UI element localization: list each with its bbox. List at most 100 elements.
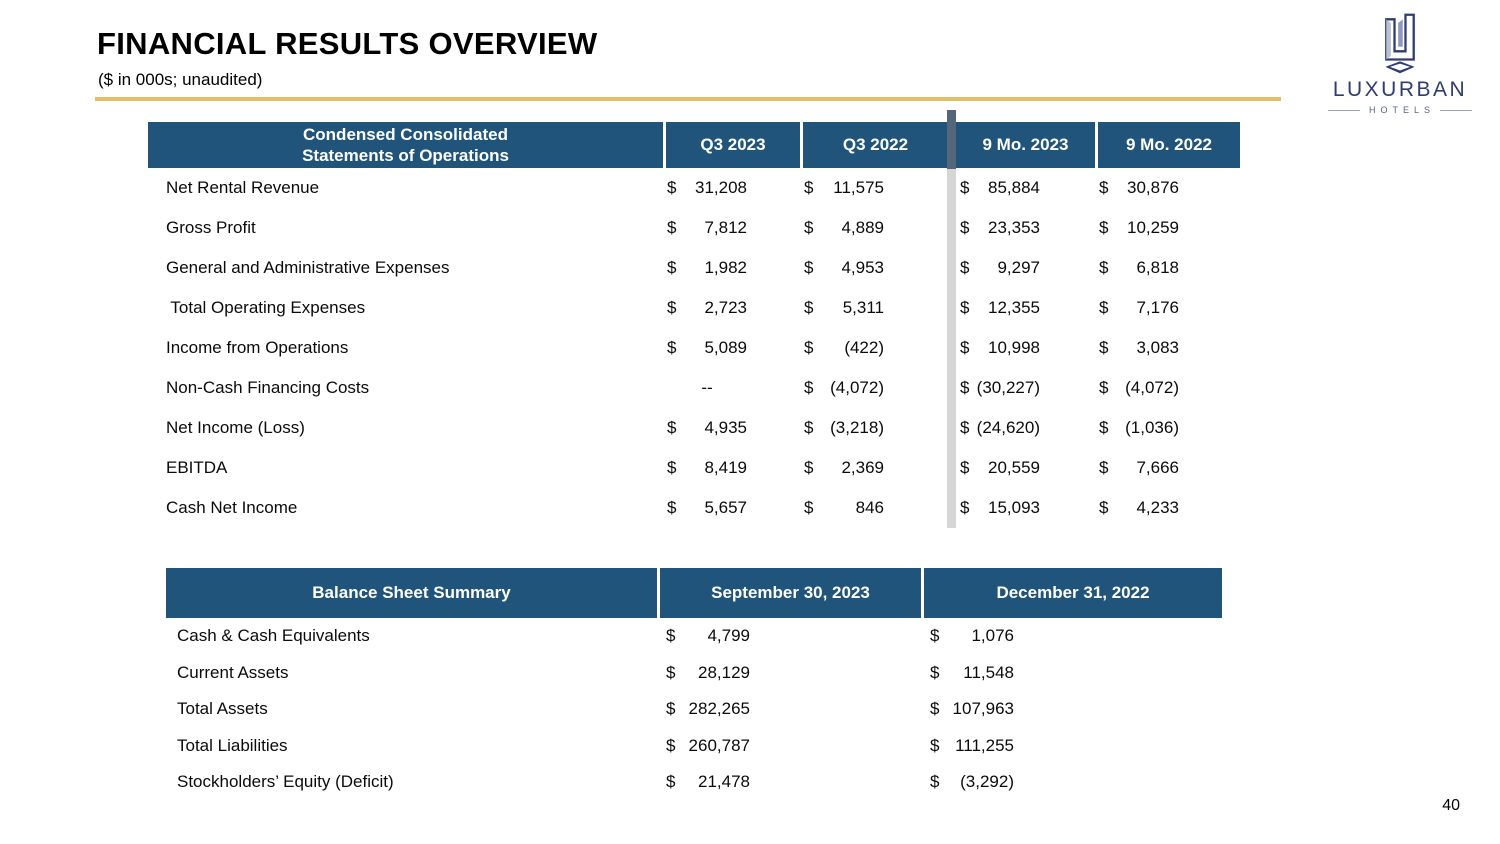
amount-cell: $12,355 — [956, 298, 1095, 318]
currency-symbol: $ — [930, 662, 940, 682]
operations-table-header: Condensed Consolidated Statements of Ope… — [148, 122, 1240, 168]
amount-value: 9,297 — [997, 258, 1040, 277]
amount-value: 8,419 — [704, 458, 747, 477]
amount-cell: $2,369 — [800, 458, 948, 478]
currency-symbol: $ — [1099, 458, 1109, 477]
table-row: Net Rental Revenue $31,208 $11,575 $85,884 $… — [148, 168, 1240, 208]
amount-cell: $23,353 — [956, 218, 1095, 238]
table-row: Net Income (Loss) $4,935 $ (3,218) $ (24,620)… — [148, 408, 1240, 448]
currency-symbol: $ — [1099, 258, 1109, 277]
amount-cell: $1,076 — [921, 626, 1222, 646]
amount-value: 20,559 — [988, 458, 1040, 477]
amount-value: (4,072) — [1125, 378, 1179, 397]
amount-value: 10,259 — [1127, 218, 1179, 237]
amount-cell: $7,812 — [663, 218, 800, 238]
currency-symbol: $ — [667, 218, 677, 237]
amount-value: 6,818 — [1136, 258, 1179, 277]
company-logo: LUXURBAN HOTELS — [1324, 12, 1476, 115]
amount-value: 2,369 — [841, 458, 884, 477]
header-q3-2022: Q3 2022 — [800, 122, 948, 168]
currency-symbol: $ — [1099, 218, 1109, 237]
amount-value: 260,787 — [688, 735, 750, 755]
amount-value: 12,355 — [988, 298, 1040, 317]
row-label: Net Income (Loss) — [166, 418, 305, 437]
amount-value: 30,876 — [1127, 178, 1179, 197]
amount-cell: $5,089 — [663, 338, 800, 358]
header-balance-title: Balance Sheet Summary — [166, 568, 657, 618]
amount-cell: $10,998 — [956, 338, 1095, 358]
amount-cell: $20,559 — [956, 458, 1095, 478]
currency-symbol: $ — [667, 298, 677, 317]
amount-value: 31,208 — [695, 178, 747, 197]
currency-symbol: $ — [804, 418, 814, 437]
amount-cell: $ (4,072) — [1095, 378, 1240, 398]
currency-symbol: $ — [960, 258, 970, 277]
currency-symbol: $ — [960, 458, 970, 477]
operations-table: Condensed Consolidated Statements of Ope… — [148, 110, 1240, 528]
currency-symbol: $ — [667, 418, 677, 437]
table-row: Cash & Cash Equivalents $4,799 $1,076 — [166, 618, 1222, 655]
amount-cell: $ (3,218) — [800, 418, 948, 438]
amount-cell: $21,478 — [657, 772, 921, 792]
currency-symbol: $ — [666, 772, 676, 792]
currency-symbol: $ — [667, 498, 677, 517]
table-row: Total Operating Expenses $2,723 $5,311 $12,… — [148, 288, 1240, 328]
amount-value: 4,953 — [841, 258, 884, 277]
currency-symbol: $ — [666, 626, 676, 646]
amount-value: 2,723 — [704, 298, 747, 317]
amount-value: 111,255 — [955, 735, 1014, 755]
currency-symbol: $ — [804, 498, 814, 517]
amount-value: 846 — [855, 498, 884, 517]
amount-value: 282,265 — [688, 699, 750, 719]
amount-value: (422) — [844, 338, 884, 357]
amount-value: (3,292) — [960, 772, 1014, 792]
amount-value: 1,076 — [971, 626, 1014, 646]
amount-cell: $3,083 — [1095, 338, 1240, 358]
amount-value: 5,311 — [842, 298, 884, 317]
currency-symbol: $ — [930, 735, 940, 755]
amount-value: -- — [701, 378, 713, 397]
currency-symbol: $ — [960, 218, 970, 237]
balance-table-body: Cash & Cash Equivalents $4,799 $1,076 Curre… — [166, 618, 1222, 801]
amount-cell: $ (3,292) — [921, 772, 1222, 792]
amount-cell: -- — [663, 378, 800, 398]
amount-value: 7,666 — [1136, 458, 1179, 477]
currency-symbol: $ — [804, 218, 814, 237]
row-label: Total Assets — [177, 699, 268, 719]
amount-cell: $4,889 — [800, 218, 948, 238]
currency-symbol: $ — [1099, 418, 1109, 437]
amount-value: (3,218) — [830, 418, 884, 437]
currency-symbol: $ — [960, 498, 970, 517]
amount-value: (24,620) — [976, 418, 1040, 437]
amount-cell: $4,233 — [1095, 498, 1240, 518]
logo-rule-left — [1328, 109, 1360, 111]
page-number: 40 — [1442, 797, 1460, 814]
currency-symbol: $ — [930, 699, 940, 719]
amount-cell: $ (24,620) — [956, 418, 1095, 438]
gold-divider-rule — [95, 97, 1281, 101]
table-row: Total Liabilities $260,787 $111,255 — [166, 728, 1222, 765]
row-label: EBITDA — [166, 458, 228, 477]
section-divider-bar — [947, 169, 956, 528]
currency-symbol: $ — [804, 178, 814, 197]
table-row: Total Assets $282,265 $107,963 — [166, 691, 1222, 728]
amount-cell: $30,876 — [1095, 178, 1240, 198]
amount-value: 15,093 — [988, 498, 1040, 517]
currency-symbol: $ — [960, 378, 970, 397]
currency-symbol: $ — [667, 458, 677, 477]
currency-symbol: $ — [804, 378, 814, 397]
amount-value: 10,998 — [988, 338, 1040, 357]
amount-cell: $5,311 — [800, 298, 948, 318]
currency-symbol: $ — [960, 178, 970, 197]
currency-symbol: $ — [1099, 298, 1109, 317]
row-label: Gross Profit — [166, 218, 256, 237]
amount-cell: $11,575 — [800, 178, 948, 198]
amount-cell: $4,935 — [663, 418, 800, 438]
table-row: Stockholders’ Equity (Deficit) $21,478 $ (3… — [166, 764, 1222, 801]
currency-symbol: $ — [930, 772, 940, 792]
amount-cell: $31,208 — [663, 178, 800, 198]
amount-cell: $846 — [800, 498, 948, 518]
amount-cell: $ (1,036) — [1095, 418, 1240, 438]
amount-cell: $282,265 — [657, 699, 921, 719]
table-row: General and Administrative Expenses $1,98… — [148, 248, 1240, 288]
